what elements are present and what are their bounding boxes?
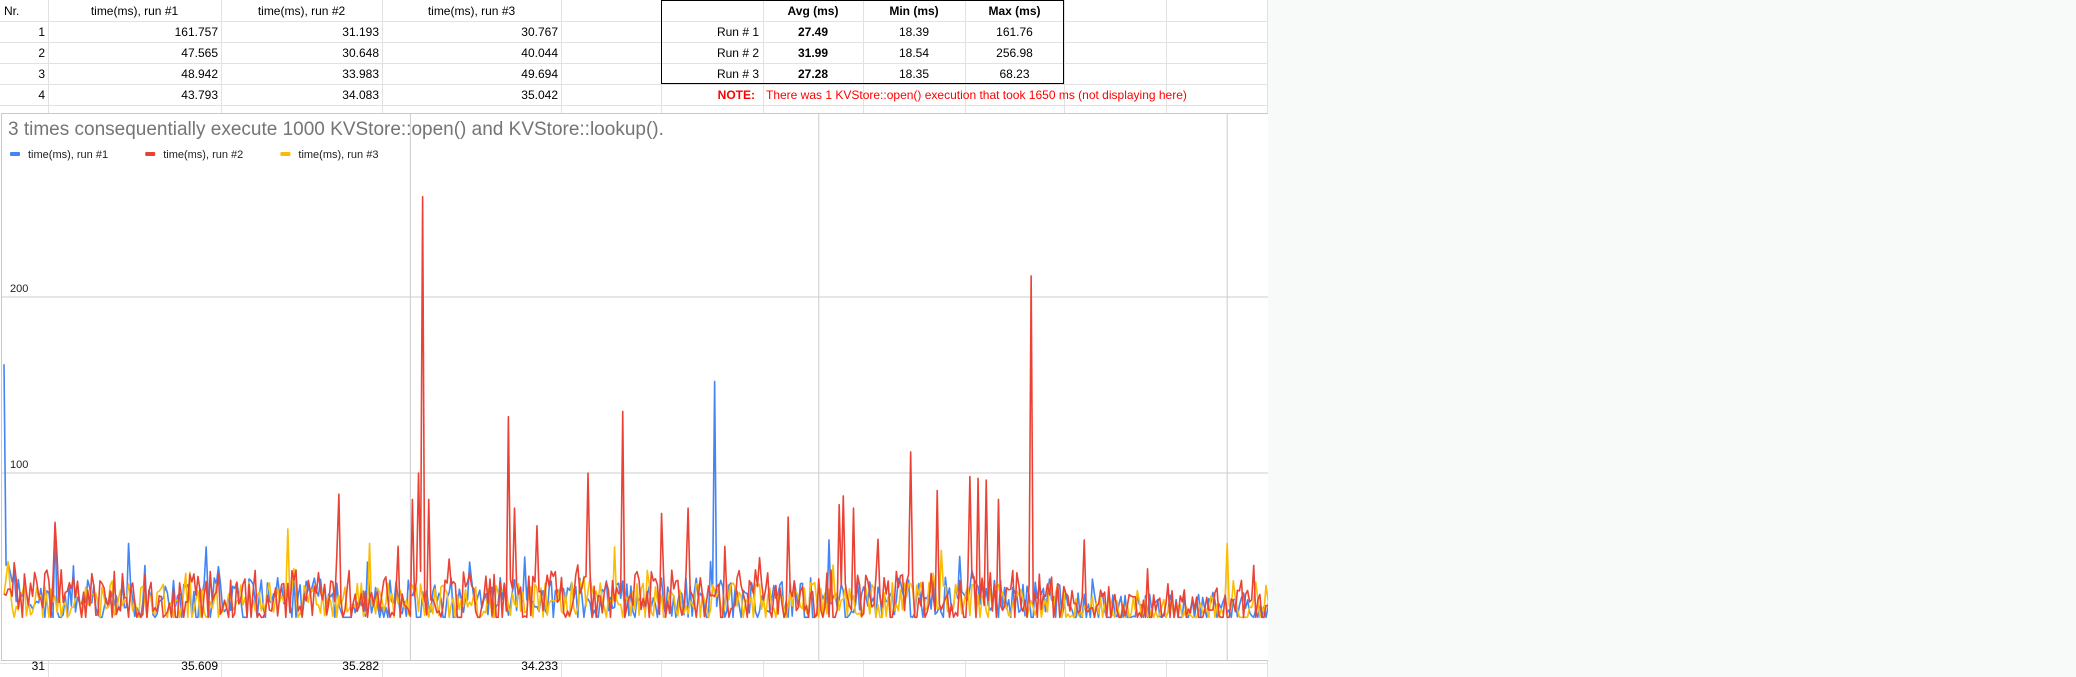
table-cell[interactable]: 34.233	[521, 659, 558, 673]
legend-swatch	[280, 152, 291, 156]
spreadsheet: Nr. time(ms), run #1 time(ms), run #2 ti…	[0, 0, 1268, 677]
table-cell[interactable]: 30.648	[342, 46, 379, 60]
legend-label: time(ms), run #1	[28, 149, 108, 161]
chart-title: 3 times consequentially execute 1000 KVS…	[8, 119, 664, 140]
stats-avg[interactable]: 31.99	[797, 46, 829, 60]
header-cell-run1[interactable]: time(ms), run #1	[90, 4, 179, 18]
note-label[interactable]: NOTE:	[717, 88, 755, 102]
header-cell-nr[interactable]: Nr.	[4, 4, 20, 18]
series-line-run-2	[3, 195, 1268, 619]
line-chart[interactable]: 1002002004006008003 times consequentiall…	[1, 113, 1268, 661]
stats-row-label[interactable]: Run # 1	[716, 25, 759, 39]
stats-avg[interactable]: 27.49	[797, 25, 829, 39]
row-divider	[0, 63, 1268, 64]
table-cell[interactable]: 4	[38, 88, 45, 102]
table-cell[interactable]: 30.767	[521, 25, 558, 39]
table-cell[interactable]: 1	[38, 25, 45, 39]
legend-swatch	[145, 152, 156, 156]
table-cell[interactable]: 43.793	[181, 88, 218, 102]
stats-row-label[interactable]: Run # 2	[716, 46, 759, 60]
stats-header-max[interactable]: Max (ms)	[988, 4, 1041, 18]
legend-item: time(ms), run #3	[280, 149, 378, 161]
table-cell[interactable]: 31	[31, 659, 45, 673]
series-line-run-1	[3, 364, 1268, 619]
row-divider	[0, 663, 1268, 664]
table-cell[interactable]: 35.042	[521, 88, 558, 102]
stats-min[interactable]: 18.39	[898, 25, 930, 39]
table-cell[interactable]: 47.565	[181, 46, 218, 60]
table-cell[interactable]: 2	[38, 46, 45, 60]
stats-min[interactable]: 18.35	[898, 67, 930, 81]
stats-max[interactable]: 68.23	[999, 67, 1030, 81]
legend-label: time(ms), run #2	[163, 149, 243, 161]
stats-avg[interactable]: 27.28	[797, 67, 829, 81]
sheet-background	[1268, 0, 2076, 677]
table-cell[interactable]: 35.282	[342, 659, 379, 673]
stats-max[interactable]: 161.76	[996, 25, 1033, 39]
legend-swatch	[10, 152, 20, 156]
table-cell[interactable]: 34.083	[342, 88, 379, 102]
stats-min[interactable]: 18.54	[898, 46, 930, 60]
legend-item: time(ms), run #1	[10, 149, 108, 161]
table-cell[interactable]: 35.609	[181, 659, 218, 673]
row-divider	[0, 84, 1268, 85]
y-tick-label: 200	[10, 283, 28, 295]
row-divider	[0, 105, 1268, 106]
header-cell-run2[interactable]: time(ms), run #2	[257, 4, 346, 18]
legend-label: time(ms), run #3	[298, 149, 378, 161]
table-cell[interactable]: 48.942	[181, 67, 218, 81]
legend-item: time(ms), run #2	[145, 149, 243, 161]
table-cell[interactable]: 3	[38, 67, 45, 81]
stats-row-label[interactable]: Run # 3	[716, 67, 759, 81]
chart-canvas: 1002002004006008003 times consequentiall…	[2, 114, 1268, 660]
table-cell[interactable]: 161.757	[174, 25, 218, 39]
table-cell[interactable]: 40.044	[521, 46, 558, 60]
stats-header-min[interactable]: Min (ms)	[889, 4, 939, 18]
stats-max[interactable]: 256.98	[996, 46, 1033, 60]
row-divider	[0, 21, 1268, 22]
y-tick-label: 100	[10, 459, 28, 471]
table-cell[interactable]: 49.694	[521, 67, 558, 81]
stats-header-avg[interactable]: Avg (ms)	[787, 4, 839, 18]
stats-table-border	[661, 0, 1064, 84]
table-cell[interactable]: 31.193	[342, 25, 379, 39]
note-text[interactable]: There was 1 KVStore::open() execution th…	[766, 88, 1187, 102]
table-cell[interactable]: 33.983	[342, 67, 379, 81]
header-cell-run3[interactable]: time(ms), run #3	[427, 4, 516, 18]
row-divider	[0, 42, 1268, 43]
